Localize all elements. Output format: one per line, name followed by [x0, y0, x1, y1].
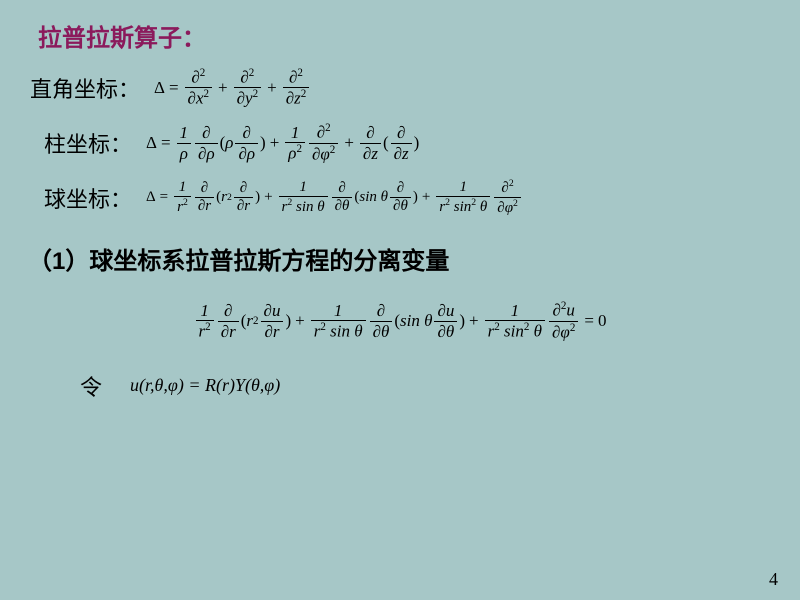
section-heading: （1）球坐标系拉普拉斯方程的分离变量	[28, 241, 772, 276]
laplace-equation-row: 1r2 ∂∂r (r2 ∂u∂r ) + 1r2 sin θ ∂∂θ (sin …	[28, 300, 772, 341]
separation-row: 令 u(r,θ,φ) = R(r)Y(θ,φ)	[80, 370, 772, 402]
spherical-row: 球坐标： Δ= 1r2 ∂∂r (r2 ∂∂r ) + 1r2 sin θ ∂∂…	[28, 178, 772, 218]
page-number: 4	[769, 569, 778, 590]
let-label: 令	[80, 370, 102, 402]
spherical-equation: Δ= 1r2 ∂∂r (r2 ∂∂r ) + 1r2 sin θ ∂∂θ (si…	[146, 178, 523, 218]
separation-equation: u(r,θ,φ) = R(r)Y(θ,φ)	[130, 375, 280, 396]
cylindrical-equation: Δ= 1ρ ∂∂ρ (ρ ∂∂ρ ) + 1ρ2 ∂2∂φ2 + ∂∂z ( ∂…	[146, 122, 419, 163]
page-title: 拉普拉斯算子：	[38, 18, 772, 53]
cartesian-equation: Δ= ∂2∂x2 + ∂2∂y2 + ∂2∂z2	[154, 67, 311, 108]
cylindrical-row: 柱坐标： Δ= 1ρ ∂∂ρ (ρ ∂∂ρ ) + 1ρ2 ∂2∂φ2 + ∂∂…	[28, 122, 772, 163]
spherical-label: 球坐标：	[44, 182, 132, 214]
cylindrical-label: 柱坐标：	[44, 127, 132, 159]
laplace-equation: 1r2 ∂∂r (r2 ∂u∂r ) + 1r2 sin θ ∂∂θ (sin …	[194, 300, 607, 341]
cartesian-label: 直角坐标：	[30, 72, 140, 104]
cartesian-row: 直角坐标： Δ= ∂2∂x2 + ∂2∂y2 + ∂2∂z2	[28, 67, 772, 108]
